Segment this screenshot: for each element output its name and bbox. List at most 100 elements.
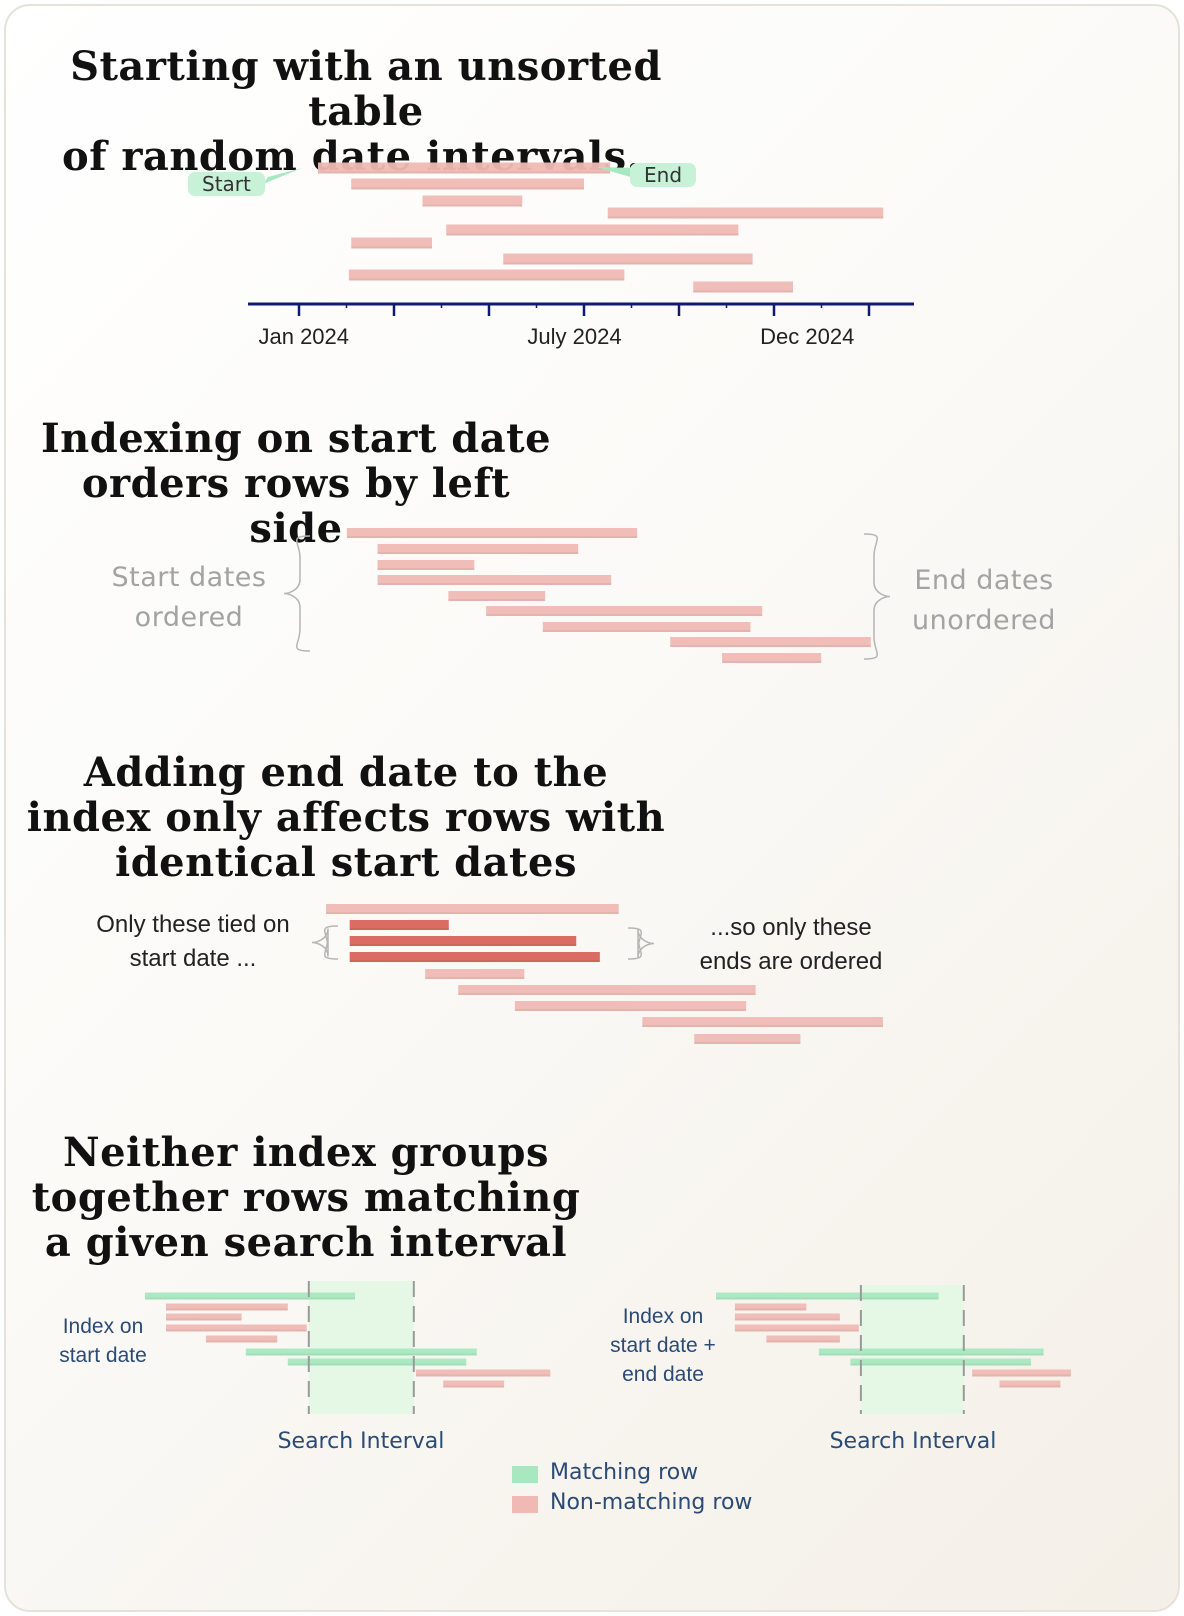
timeline-bar [318, 162, 611, 174]
composite-bar-shade [425, 977, 525, 979]
left-brace [283, 535, 311, 652]
non-matching-row-bar-shade [766, 1340, 840, 1343]
timeline-bar-shade [693, 290, 793, 293]
timeline-bar-shade [503, 262, 753, 265]
composite-bar [458, 985, 756, 995]
section4-panels: Search Interval Search Interval [145, 1281, 1071, 1454]
callout-start: Start [188, 172, 265, 196]
indexed-bar [542, 622, 751, 632]
tied-bar [349, 920, 449, 930]
non-matching-row-bar-shade [166, 1329, 307, 1332]
legend-non-matching-label: Non-matching row [550, 1490, 753, 1515]
tied-bar-shade [349, 944, 577, 946]
indexed-bar [448, 591, 546, 601]
non-matching-row-bar [972, 1369, 1071, 1377]
timeline-bar-shade [318, 171, 611, 174]
composite-bar-shade [694, 1042, 801, 1044]
diagram-card: Starting with an unsorted table of rando… [4, 4, 1180, 1612]
indexed-bar [346, 528, 638, 538]
non-matching-row-bar-shade [734, 1308, 807, 1311]
non-matching-row-bar [734, 1313, 840, 1321]
indexed-bar-shade [542, 630, 751, 632]
timeline-bar-shade [446, 233, 739, 236]
panel-left-label: Index on start date [59, 1315, 147, 1367]
tied-right-brace [627, 927, 655, 960]
indexed-bar-shade [346, 536, 638, 538]
non-matching-row-bar-shade [734, 1329, 859, 1332]
indexed-bar-shade [722, 661, 822, 663]
search-interval-region [308, 1281, 414, 1414]
composite-bar-shade [458, 993, 756, 995]
indexed-bar [486, 606, 763, 616]
section4-title: Neither index groups together rows match… [31, 1129, 581, 1266]
end-dates-unordered-label: End dates unordered [912, 565, 1056, 636]
matching-row-bar-shade [245, 1353, 477, 1356]
timeline-bar [503, 253, 753, 265]
indexed-bar-shade [377, 568, 475, 570]
timeline-bar [693, 281, 793, 293]
matching-row-bar [145, 1292, 355, 1300]
tied-bar-shade [349, 960, 600, 962]
timeline-bar-shade [607, 216, 884, 219]
composite-bar-shade [642, 1025, 884, 1027]
search-interval-label: Search Interval [830, 1429, 997, 1454]
non-matching-row-bar [734, 1303, 807, 1311]
matching-row-bar [716, 1292, 939, 1300]
indexed-bar-shade [448, 599, 546, 601]
non-matching-row-bar-shade [999, 1385, 1061, 1388]
timeline-bar-shade [351, 246, 432, 249]
timeline-bar-shade [422, 204, 523, 207]
matching-row-bar [818, 1348, 1044, 1356]
non-matching-row-bar [205, 1335, 278, 1343]
indexed-bar [377, 575, 612, 585]
tied-left-brace [311, 925, 339, 960]
matching-row-bar-shade [850, 1363, 1031, 1366]
panel-right-label: Index on start date + end date [610, 1305, 716, 1386]
timeline-bar [351, 178, 584, 190]
indexed-bar-shade [377, 583, 612, 585]
non-matching-row-bar [999, 1380, 1061, 1388]
timeline-bar [348, 269, 625, 281]
matching-row-bar-shade [287, 1363, 467, 1366]
section2-bars [283, 528, 891, 663]
composite-bar [425, 969, 525, 979]
legend-matching-swatch [512, 1466, 538, 1483]
non-matching-row-bar [166, 1324, 307, 1332]
matching-row-bar [287, 1358, 467, 1366]
ends-ordered-label: ...so only these ends are ordered [699, 914, 883, 975]
non-matching-row-bar [166, 1303, 288, 1311]
non-matching-row-bar-shade [166, 1308, 288, 1311]
non-matching-row-bar [443, 1380, 505, 1388]
matching-row-bar [245, 1348, 477, 1356]
composite-bar-shade [514, 1009, 747, 1011]
indexed-bar [670, 637, 871, 647]
indexed-bar-shade [670, 645, 871, 647]
tied-start-label: Only these tied on start date ... [96, 911, 290, 972]
indexed-bar [722, 653, 822, 663]
timeline-bar [422, 195, 523, 207]
non-matching-row-bar-shade [734, 1318, 840, 1321]
section2-title: Indexing on start date orders rows by le… [40, 415, 552, 552]
timeline-bar [351, 237, 432, 249]
search-interval-label: Search Interval [278, 1429, 445, 1454]
indexed-bar-shade [377, 552, 579, 554]
section1-timeline: Jan 2024 July 2024 Dec 2024 [248, 162, 914, 349]
callout-end-tail [596, 167, 636, 178]
composite-bar [326, 904, 619, 914]
non-matching-row-bar-shade [166, 1318, 242, 1321]
non-matching-row-bar [766, 1335, 840, 1343]
callout-end: End [630, 163, 697, 187]
composite-bar [514, 1001, 747, 1011]
non-matching-row-bar [734, 1324, 859, 1332]
matching-row-bar-shade [716, 1297, 939, 1300]
non-matching-row-bar [415, 1369, 551, 1377]
legend-non-matching-swatch [512, 1496, 538, 1513]
legend-matching-label: Matching row [550, 1460, 699, 1485]
tied-bar [349, 936, 577, 946]
composite-bar [642, 1017, 884, 1027]
timeline-bar [607, 207, 884, 219]
indexed-bar [377, 560, 475, 570]
callout-start-tail [263, 168, 302, 184]
indexed-bar [377, 544, 579, 554]
non-matching-row-bar [166, 1313, 242, 1321]
